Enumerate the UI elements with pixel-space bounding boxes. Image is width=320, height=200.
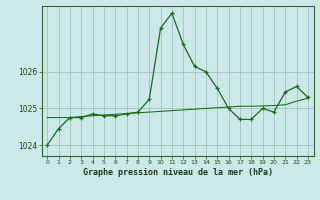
X-axis label: Graphe pression niveau de la mer (hPa): Graphe pression niveau de la mer (hPa): [83, 168, 273, 177]
